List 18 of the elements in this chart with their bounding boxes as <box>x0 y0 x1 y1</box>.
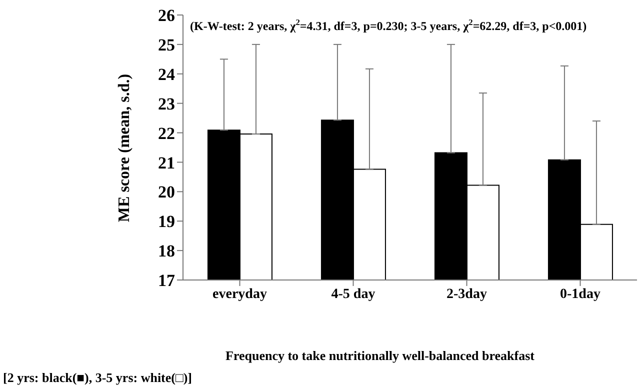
x-tick-label: 4-5 day <box>331 286 376 302</box>
x-axis-title: Frequency to take nutritionally well-balanced breakfast <box>226 348 534 363</box>
annotation: (K-W-test: 2 years, χ$^{2}$=4.31, df=3, p=0.230; 3-5 years, χ$^{2}$=62.29, df=3, p<0.001) <box>190 18 587 33</box>
x-tick-label: 2-3day <box>446 286 487 302</box>
y-tick-label: 25 <box>158 35 175 54</box>
x-tick-label: 0-1day <box>560 286 600 302</box>
y-tick-label: 21 <box>158 153 175 172</box>
text: [2 yrs: black(■), 3-5 yrs: white(□)] <box>3 370 192 385</box>
y-tick-label: 18 <box>158 242 175 261</box>
y-tick-label: 20 <box>158 182 175 202</box>
y-tick-label: 19 <box>158 212 175 232</box>
x-tick-label: everyday <box>212 286 267 302</box>
y-tick-label: 23 <box>158 94 175 114</box>
y-tick-label: 24 <box>158 64 176 84</box>
y-tick-label: 22 <box>158 124 175 143</box>
y-tick-label: 17 <box>158 271 176 290</box>
y-tick-label: 26 <box>158 6 175 26</box>
y-axis-title: ME score (mean, s.d.) <box>116 74 133 222</box>
